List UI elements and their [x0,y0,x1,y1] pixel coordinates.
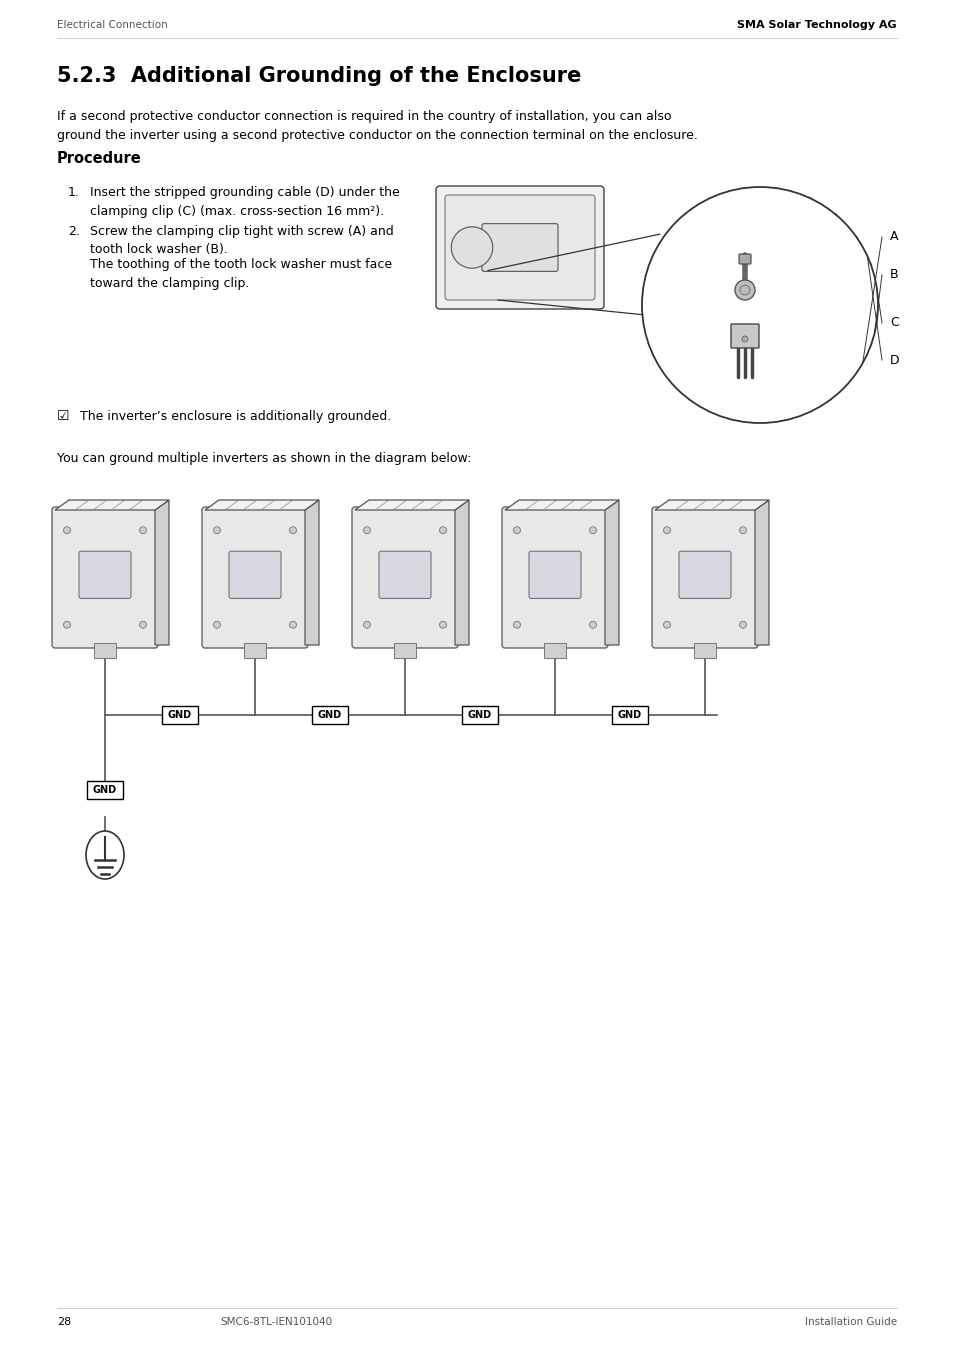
Circle shape [513,527,520,534]
Text: C: C [889,316,898,330]
Text: If a second protective conductor connection is required in the country of instal: If a second protective conductor connect… [57,110,698,142]
FancyBboxPatch shape [651,507,758,648]
Text: Electrical Connection: Electrical Connection [57,20,168,30]
Ellipse shape [86,831,124,879]
FancyBboxPatch shape [87,781,123,799]
Circle shape [513,622,520,629]
Polygon shape [205,500,318,510]
Circle shape [740,285,749,295]
FancyBboxPatch shape [378,552,431,599]
Text: Insert the stripped grounding cable (D) under the
clamping clip (C) (max. cross-: Insert the stripped grounding cable (D) … [90,187,399,218]
FancyBboxPatch shape [730,324,759,347]
Text: ☑: ☑ [57,410,70,423]
Text: 28: 28 [57,1317,71,1328]
FancyBboxPatch shape [244,644,266,658]
Text: GND: GND [168,710,192,721]
FancyBboxPatch shape [481,223,558,272]
Circle shape [64,527,71,534]
Circle shape [139,622,147,629]
Circle shape [641,187,877,423]
Polygon shape [355,500,469,510]
Text: SMC6-8TL-IEN101040: SMC6-8TL-IEN101040 [220,1317,332,1328]
Text: 5.2.3  Additional Grounding of the Enclosure: 5.2.3 Additional Grounding of the Enclos… [57,66,580,87]
Polygon shape [655,500,768,510]
Text: GND: GND [618,710,641,721]
FancyBboxPatch shape [394,644,416,658]
FancyBboxPatch shape [693,644,716,658]
Circle shape [64,622,71,629]
FancyBboxPatch shape [162,706,198,725]
FancyBboxPatch shape [202,507,308,648]
Circle shape [662,527,670,534]
Text: GND: GND [317,710,342,721]
FancyBboxPatch shape [52,507,158,648]
FancyBboxPatch shape [444,195,595,300]
FancyBboxPatch shape [529,552,580,599]
Circle shape [589,527,596,534]
Text: GND: GND [468,710,492,721]
FancyBboxPatch shape [79,552,131,599]
Polygon shape [504,500,618,510]
Polygon shape [55,500,169,510]
Polygon shape [754,500,768,645]
Text: The inverter’s enclosure is additionally grounded.: The inverter’s enclosure is additionally… [80,410,391,423]
Text: Screw the clamping clip tight with screw (A) and
tooth lock washer (B).: Screw the clamping clip tight with screw… [90,224,394,257]
Circle shape [439,527,446,534]
Circle shape [213,527,220,534]
Circle shape [363,527,370,534]
FancyBboxPatch shape [501,507,607,648]
FancyBboxPatch shape [352,507,457,648]
Text: A: A [889,230,898,243]
Polygon shape [154,500,169,645]
Text: 2.: 2. [68,224,80,238]
FancyBboxPatch shape [94,644,116,658]
Text: The toothing of the tooth lock washer must face
toward the clamping clip.: The toothing of the tooth lock washer mu… [90,258,392,289]
Circle shape [662,622,670,629]
Text: You can ground multiple inverters as shown in the diagram below:: You can ground multiple inverters as sho… [57,452,471,465]
Circle shape [589,622,596,629]
Polygon shape [455,500,469,645]
FancyBboxPatch shape [612,706,647,725]
Circle shape [739,527,745,534]
Circle shape [739,622,745,629]
FancyBboxPatch shape [312,706,348,725]
Text: SMA Solar Technology AG: SMA Solar Technology AG [737,20,896,30]
Text: Installation Guide: Installation Guide [804,1317,896,1328]
Text: GND: GND [92,786,117,795]
Circle shape [213,622,220,629]
Circle shape [741,337,747,342]
Circle shape [289,622,296,629]
FancyBboxPatch shape [436,187,603,310]
FancyBboxPatch shape [739,254,750,264]
FancyBboxPatch shape [679,552,730,599]
FancyBboxPatch shape [461,706,497,725]
Circle shape [439,622,446,629]
Polygon shape [604,500,618,645]
FancyBboxPatch shape [229,552,281,599]
Text: Procedure: Procedure [57,151,142,166]
Text: B: B [889,269,898,281]
FancyBboxPatch shape [543,644,565,658]
Circle shape [363,622,370,629]
Circle shape [139,527,147,534]
Polygon shape [305,500,318,645]
Circle shape [734,280,754,300]
Text: 1.: 1. [68,187,80,199]
Circle shape [451,227,492,268]
Text: D: D [889,353,899,366]
Circle shape [289,527,296,534]
